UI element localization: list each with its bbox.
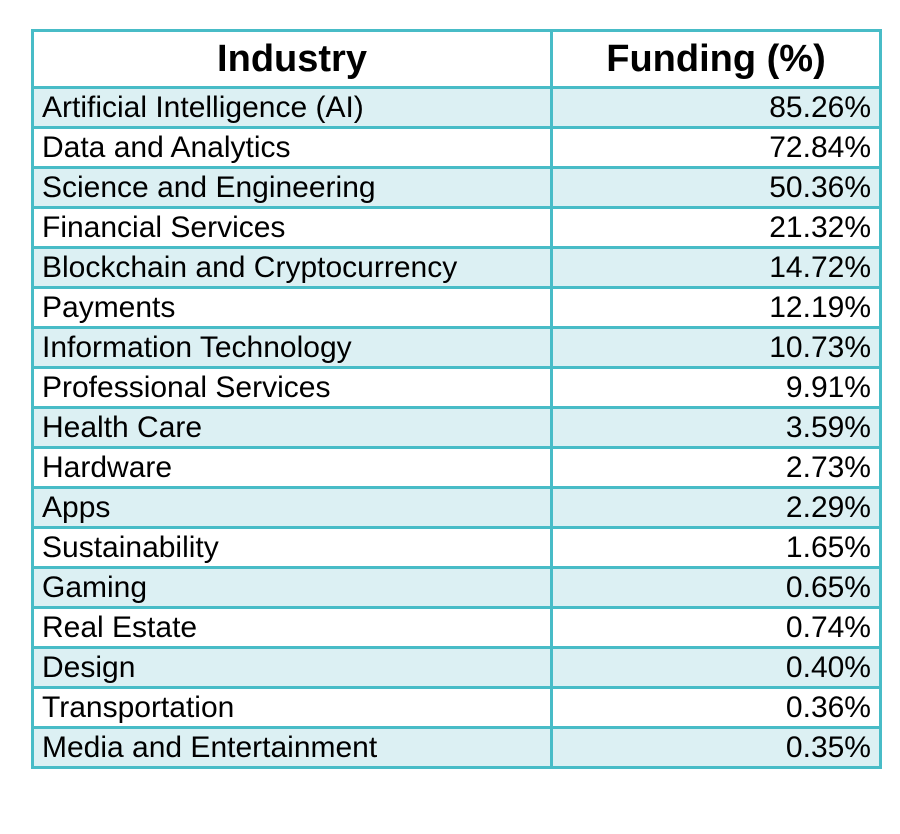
industry-cell: Real Estate <box>31 606 553 649</box>
industry-cell: Transportation <box>31 686 553 729</box>
funding-cell: 0.36% <box>550 686 882 729</box>
industry-cell: Science and Engineering <box>31 166 553 209</box>
funding-cell: 0.40% <box>550 646 882 689</box>
industry-cell: Professional Services <box>31 366 553 409</box>
table-row: Information Technology 10.73% <box>31 326 882 369</box>
funding-cell: 3.59% <box>550 406 882 449</box>
funding-cell: 72.84% <box>550 126 882 169</box>
table-row: Gaming 0.65% <box>31 566 882 609</box>
table-row: Data and Analytics 72.84% <box>31 126 882 169</box>
table-row: Artificial Intelligence (AI) 85.26% <box>31 86 882 129</box>
industry-cell: Financial Services <box>31 206 553 249</box>
funding-cell: 0.35% <box>550 726 882 769</box>
industry-cell: Information Technology <box>31 326 553 369</box>
table-row: Sustainability 1.65% <box>31 526 882 569</box>
table-row: Hardware 2.73% <box>31 446 882 489</box>
industry-cell: Blockchain and Cryptocurrency <box>31 246 553 289</box>
funding-cell: 21.32% <box>550 206 882 249</box>
funding-cell: 1.65% <box>550 526 882 569</box>
table-row: Professional Services 9.91% <box>31 366 882 409</box>
funding-cell: 14.72% <box>550 246 882 289</box>
funding-cell: 0.74% <box>550 606 882 649</box>
header-row: Industry Funding (%) <box>31 29 882 89</box>
industry-cell: Apps <box>31 486 553 529</box>
funding-table: Industry Funding (%) Artificial Intellig… <box>31 29 882 769</box>
industry-cell: Payments <box>31 286 553 329</box>
table-row: Design 0.40% <box>31 646 882 689</box>
industry-cell: Gaming <box>31 566 553 609</box>
table-row: Media and Entertainment 0.35% <box>31 726 882 769</box>
funding-cell: 9.91% <box>550 366 882 409</box>
table-row: Science and Engineering 50.36% <box>31 166 882 209</box>
industry-cell: Sustainability <box>31 526 553 569</box>
table-row: Health Care 3.59% <box>31 406 882 449</box>
header-funding: Funding (%) <box>550 29 882 89</box>
industry-cell: Design <box>31 646 553 689</box>
industry-cell: Media and Entertainment <box>31 726 553 769</box>
industry-cell: Hardware <box>31 446 553 489</box>
table-row: Blockchain and Cryptocurrency 14.72% <box>31 246 882 289</box>
table-row: Financial Services 21.32% <box>31 206 882 249</box>
funding-cell: 12.19% <box>550 286 882 329</box>
header-industry: Industry <box>31 29 553 89</box>
table-row: Transportation 0.36% <box>31 686 882 729</box>
table-body: Artificial Intelligence (AI) 85.26% Data a… <box>31 86 882 769</box>
funding-cell: 0.65% <box>550 566 882 609</box>
table-row: Apps 2.29% <box>31 486 882 529</box>
funding-cell: 2.29% <box>550 486 882 529</box>
industry-cell: Artificial Intelligence (AI) <box>31 86 553 129</box>
funding-cell: 2.73% <box>550 446 882 489</box>
industry-cell: Data and Analytics <box>31 126 553 169</box>
funding-cell: 85.26% <box>550 86 882 129</box>
table-row: Payments 12.19% <box>31 286 882 329</box>
funding-cell: 50.36% <box>550 166 882 209</box>
table-row: Real Estate 0.74% <box>31 606 882 649</box>
funding-cell: 10.73% <box>550 326 882 369</box>
industry-cell: Health Care <box>31 406 553 449</box>
